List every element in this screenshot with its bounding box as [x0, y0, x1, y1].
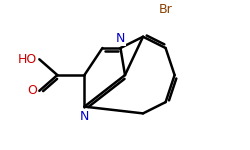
Text: O: O — [27, 84, 37, 97]
Text: N: N — [80, 110, 89, 123]
Text: Br: Br — [159, 3, 172, 16]
Text: N: N — [116, 32, 125, 45]
Text: HO: HO — [18, 53, 37, 66]
